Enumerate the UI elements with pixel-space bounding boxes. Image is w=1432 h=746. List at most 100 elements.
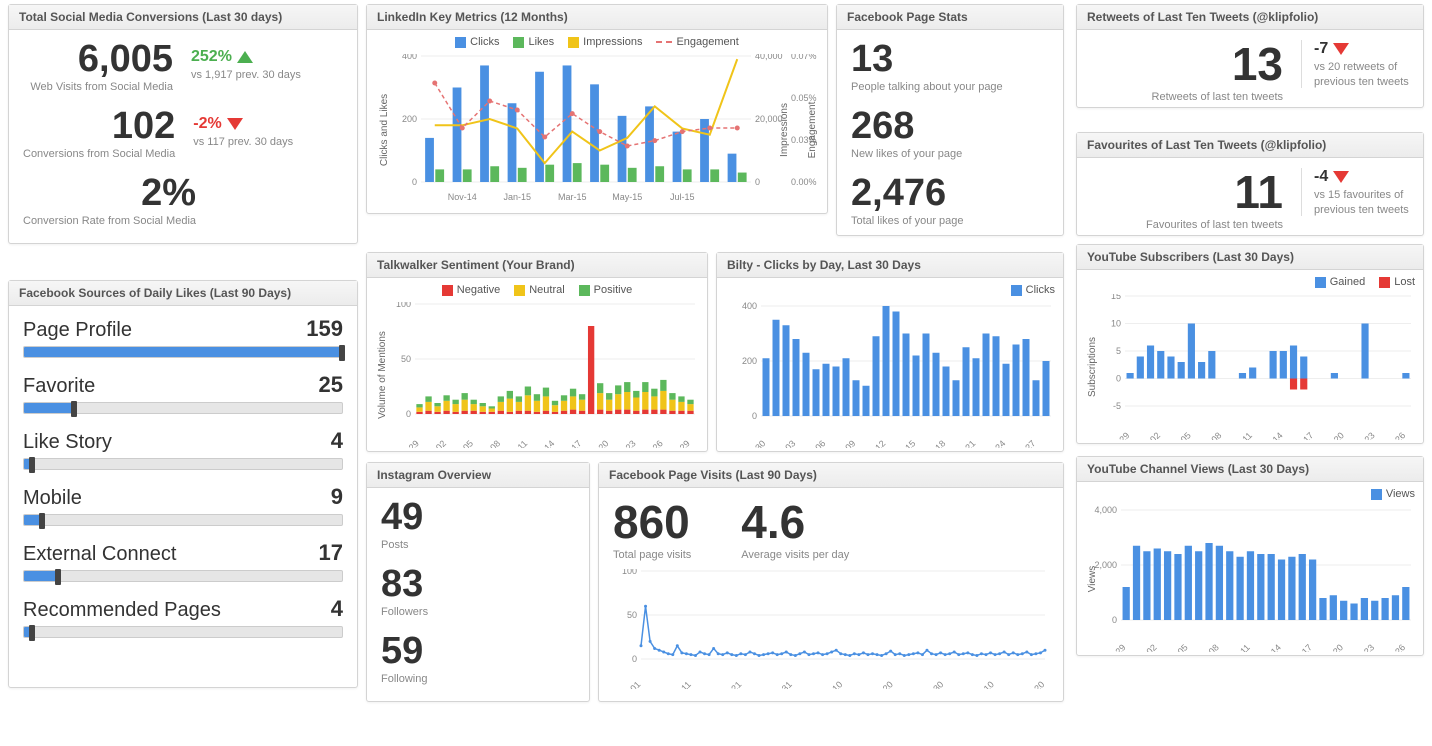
svg-text:0: 0 — [1116, 374, 1121, 384]
svg-text:Oct 11: Oct 11 — [1227, 642, 1252, 652]
fb-visits-title: Facebook Page Visits (Last 90 Days) — [599, 463, 1063, 488]
source-bar — [23, 626, 343, 638]
svg-text:0.05%: 0.05% — [791, 93, 817, 103]
conversion-value: 6,005 — [23, 40, 173, 78]
svg-text:Sep 10: Sep 10 — [817, 680, 844, 690]
svg-text:Oct 10: Oct 10 — [970, 680, 996, 690]
fb-visits-avg: 4.6 — [741, 498, 849, 546]
svg-text:Oct 08: Oct 08 — [1195, 642, 1221, 652]
svg-text:Oct 26: Oct 26 — [639, 438, 665, 448]
talkwalker-chart: 050100Sep 29Oct 02Oct 05Oct 08Oct 11Oct … — [375, 302, 701, 448]
source-bar — [23, 570, 343, 582]
svg-text:Oct 17: Oct 17 — [1290, 430, 1316, 440]
svg-text:200: 200 — [742, 356, 757, 366]
yt-subs-legend: Gained Lost — [1085, 276, 1415, 288]
stat-item: 268 New likes of your page — [851, 107, 1049, 160]
svg-text:Aug 01: Aug 01 — [615, 680, 642, 690]
svg-text:Oct 20: Oct 20 — [1021, 680, 1047, 690]
svg-text:Oct 18: Oct 18 — [922, 438, 948, 448]
conversion-row: 102Conversions from Social Media-2%vs 11… — [23, 107, 343, 160]
stat-label: Followers — [381, 606, 575, 618]
retweets-sub: Retweets of last ten tweets — [1091, 91, 1283, 103]
conversion-row: 2%Conversion Rate from Social Media — [23, 174, 343, 227]
source-row: Mobile9 — [23, 484, 343, 526]
yt-views-panel: YouTube Channel Views (Last 30 Days) Vie… — [1076, 456, 1424, 656]
bitly-legend: Clicks — [725, 284, 1055, 296]
svg-text:200: 200 — [402, 114, 417, 124]
svg-text:Jul-15: Jul-15 — [670, 192, 695, 202]
svg-text:Oct 05: Oct 05 — [1164, 642, 1190, 652]
svg-text:10: 10 — [1111, 319, 1121, 329]
svg-text:Sep 29: Sep 29 — [1104, 430, 1131, 440]
stat-label: People talking about your page — [851, 81, 1049, 93]
stat-label: New likes of your page — [851, 148, 1049, 160]
favourites-panel: Favourites of Last Ten Tweets (@klipfoli… — [1076, 132, 1424, 236]
retweets-delta: -7 — [1314, 40, 1328, 58]
svg-text:50: 50 — [627, 610, 637, 620]
svg-text:Sep 29: Sep 29 — [1100, 642, 1127, 652]
svg-text:Oct 29: Oct 29 — [666, 438, 692, 448]
svg-text:Nov-14: Nov-14 — [448, 192, 477, 202]
svg-text:Oct 05: Oct 05 — [1167, 430, 1193, 440]
retweets-value: 13 — [1091, 40, 1283, 88]
stat-label: Posts — [381, 539, 575, 551]
conversion-value: 2% — [23, 174, 196, 212]
source-value: 4 — [331, 596, 343, 622]
linkedin-panel: LinkedIn Key Metrics (12 Months) Clicks … — [366, 4, 828, 214]
svg-text:Oct 03: Oct 03 — [772, 438, 798, 448]
svg-text:Mar-15: Mar-15 — [558, 192, 587, 202]
conversions-title: Total Social Media Conversions (Last 30 … — [9, 5, 357, 30]
svg-text:Oct 14: Oct 14 — [1257, 642, 1283, 652]
svg-text:0: 0 — [1112, 615, 1117, 625]
source-label: External Connect — [23, 543, 176, 566]
svg-text:Oct 06: Oct 06 — [802, 438, 828, 448]
source-row: Like Story4 — [23, 428, 343, 470]
svg-text:Oct 09: Oct 09 — [832, 438, 858, 448]
source-bar — [23, 458, 343, 470]
favourites-title: Favourites of Last Ten Tweets (@klipfoli… — [1077, 133, 1423, 158]
source-bar — [23, 514, 343, 526]
stat-label: Total likes of your page — [851, 215, 1049, 227]
linkedin-legend: Clicks Likes Impressions Engagement — [375, 36, 819, 48]
fb-stats-panel: Facebook Page Stats 13People talking abo… — [836, 4, 1064, 236]
svg-text:0.00%: 0.00% — [791, 177, 817, 187]
svg-text:Oct 02: Oct 02 — [1133, 642, 1159, 652]
svg-text:Impressions: Impressions — [779, 103, 790, 157]
svg-text:0: 0 — [632, 654, 637, 664]
svg-text:Clicks and Likes: Clicks and Likes — [379, 94, 390, 166]
svg-text:Oct 23: Oct 23 — [1351, 430, 1377, 440]
stat-value: 2,476 — [851, 174, 1049, 212]
yt-views-title: YouTube Channel Views (Last 30 Days) — [1077, 457, 1423, 482]
stat-item: 59Following — [381, 632, 575, 685]
up-icon — [237, 51, 253, 63]
svg-text:Oct 08: Oct 08 — [476, 438, 502, 448]
instagram-title: Instagram Overview — [367, 463, 589, 488]
svg-text:Sep 20: Sep 20 — [868, 680, 895, 690]
svg-text:Oct 11: Oct 11 — [1229, 430, 1254, 440]
fb-sources-panel: Facebook Sources of Daily Likes (Last 90… — [8, 280, 358, 688]
conversion-delta: -2% — [193, 115, 221, 133]
conversion-label: Conversions from Social Media — [23, 148, 175, 160]
conversion-delta: 252% — [191, 48, 232, 66]
talkwalker-legend: Negative Neutral Positive — [375, 284, 699, 296]
source-row: Recommended Pages4 — [23, 596, 343, 638]
svg-text:May-15: May-15 — [612, 192, 642, 202]
svg-text:0.07%: 0.07% — [791, 54, 817, 61]
svg-text:0: 0 — [412, 177, 417, 187]
svg-text:40,000: 40,000 — [755, 54, 783, 61]
svg-text:0: 0 — [752, 411, 757, 421]
stat-label: Following — [381, 673, 575, 685]
svg-text:15: 15 — [1111, 294, 1121, 301]
down-icon — [1333, 171, 1349, 183]
svg-text:-5: -5 — [1113, 401, 1121, 411]
svg-text:Oct 02: Oct 02 — [422, 438, 448, 448]
svg-text:Oct 14: Oct 14 — [1259, 430, 1285, 440]
talkwalker-panel: Talkwalker Sentiment (Your Brand) Negati… — [366, 252, 708, 452]
conversions-panel: Total Social Media Conversions (Last 30 … — [8, 4, 358, 244]
svg-text:Oct 23: Oct 23 — [612, 438, 638, 448]
svg-text:Jan-15: Jan-15 — [503, 192, 531, 202]
svg-text:Sep 30: Sep 30 — [918, 680, 945, 690]
favourites-delta: -4 — [1314, 168, 1328, 186]
stat-item: 2,476 Total likes of your page — [851, 174, 1049, 227]
stat-value: 268 — [851, 107, 1049, 145]
